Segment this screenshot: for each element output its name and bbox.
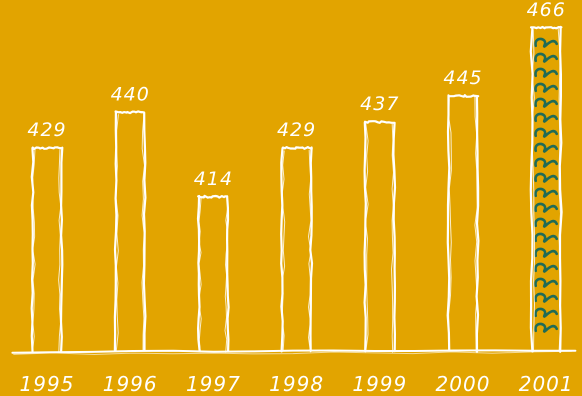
bar-outline-sketch (364, 123, 395, 353)
bar-outline-sketch (198, 197, 229, 353)
x-tick-1997: 1997 (186, 372, 241, 396)
bar-outline-sketch (32, 148, 62, 353)
bar-1996 (113, 110, 147, 353)
bar-outline (30, 146, 64, 353)
x-axis (11, 349, 577, 356)
bar-outline (363, 120, 397, 353)
bar-2000 (446, 94, 480, 353)
bar-outline-sketch (281, 149, 312, 353)
bar-outline (280, 146, 314, 353)
value-label-1998: 429 (277, 119, 316, 141)
value-label-1996: 440 (111, 83, 150, 105)
value-label-2000: 445 (443, 67, 482, 89)
bar-outline (446, 94, 480, 353)
bar-outline-sketch (115, 114, 146, 353)
value-label-1997: 414 (194, 168, 233, 190)
x-axis-ticks-group: 1995 1996 1997 1998 1999 2000 2001 (20, 372, 574, 396)
x-tick-1995: 1995 (20, 372, 75, 396)
baseline-sketch (13, 350, 572, 356)
bar-outline-sketch (531, 28, 562, 353)
value-labels-group: 429 440 414 429 437 445 466 (27, 0, 566, 190)
x-tick-1998: 1998 (269, 372, 324, 396)
value-label-1995: 429 (27, 119, 66, 141)
x-tick-1996: 1996 (103, 372, 158, 396)
bars-group (30, 25, 563, 353)
x-tick-2000: 2000 (436, 372, 491, 396)
bar-1995 (30, 146, 64, 353)
value-label-2001: 466 (527, 0, 566, 21)
bar-1997 (196, 194, 230, 353)
baseline (11, 349, 577, 354)
bar-2001 (529, 25, 563, 353)
value-label-1999: 437 (360, 93, 399, 115)
bar-1999 (363, 120, 397, 353)
bar-1998 (280, 146, 314, 353)
x-tick-1999: 1999 (352, 372, 407, 396)
bar-outline-sketch (448, 96, 478, 353)
bar-outline (196, 194, 230, 352)
bar-outline (529, 25, 563, 353)
bar-outline (113, 110, 147, 352)
x-tick-2001: 2001 (519, 372, 574, 396)
bar-scribble-fill (534, 37, 558, 333)
